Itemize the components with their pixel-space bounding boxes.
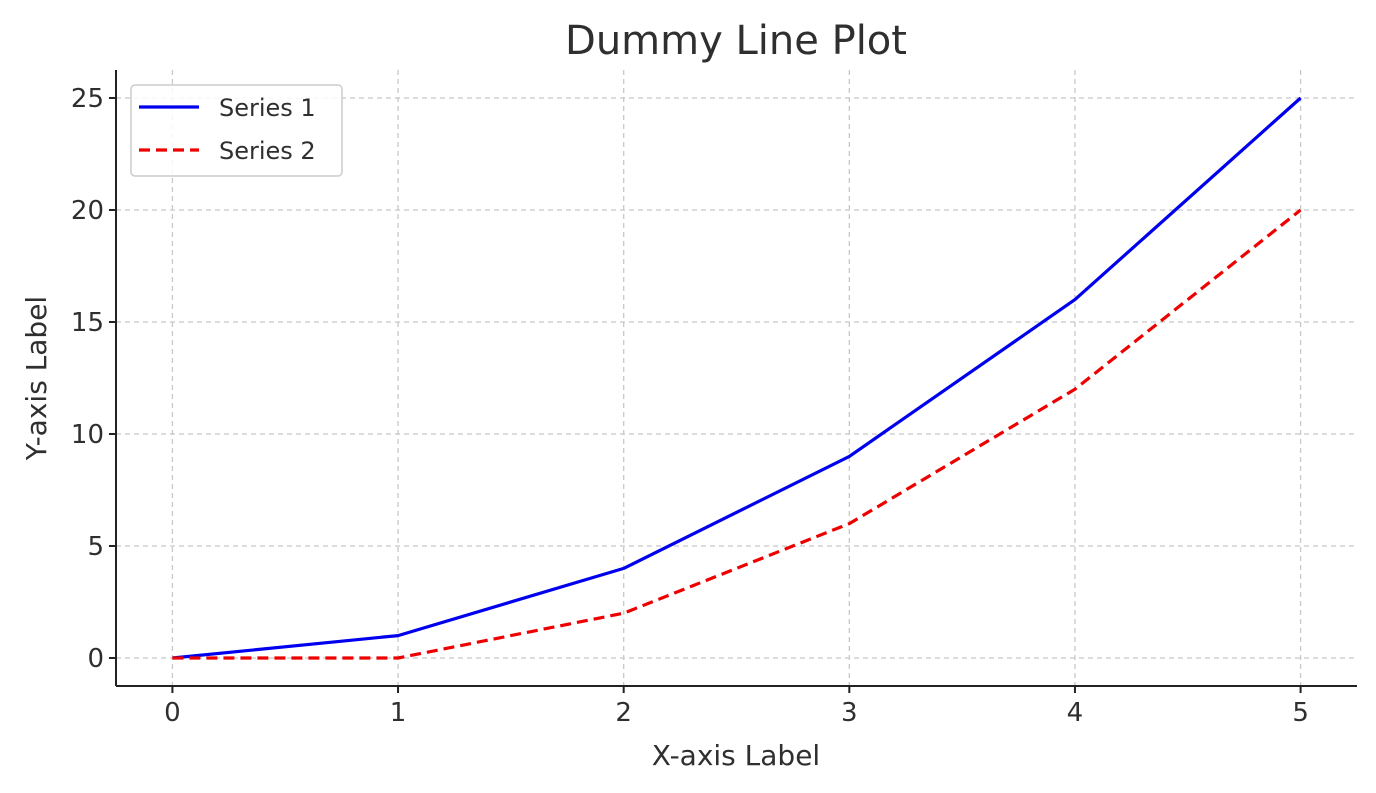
y-tick-label-20: 20: [71, 196, 104, 226]
x-tick-label-4: 4: [1067, 698, 1084, 728]
x-tick-label-1: 1: [390, 698, 407, 728]
x-tick-label-3: 3: [841, 698, 858, 728]
y-axis-label: Y-axis Label: [20, 296, 53, 461]
axes: [115, 70, 1357, 687]
y-tick-label-25: 25: [71, 84, 104, 114]
series-line-2: [172, 208, 1302, 660]
x-axis-label: X-axis Label: [652, 739, 820, 772]
y-tick-label-5: 5: [87, 532, 104, 562]
y-tick-label-0: 0: [87, 644, 104, 674]
ticks: 0 1 2 3 4 5 0 5 10 15 20 25: [71, 84, 1309, 728]
legend-label-series-2: Series 2: [219, 137, 316, 165]
chart-title: Dummy Line Plot: [565, 18, 907, 64]
legend-label-series-1: Series 1: [219, 94, 316, 122]
x-tick-label-5: 5: [1292, 698, 1309, 728]
x-tick-label-0: 0: [164, 698, 181, 728]
y-tick-label-10: 10: [71, 420, 104, 450]
legend: Series 1 Series 2: [130, 84, 343, 177]
y-tick-label-15: 15: [71, 308, 104, 338]
x-tick-label-2: 2: [615, 698, 632, 728]
series-lines: [172, 96, 1302, 660]
series-line-1: [172, 96, 1302, 660]
